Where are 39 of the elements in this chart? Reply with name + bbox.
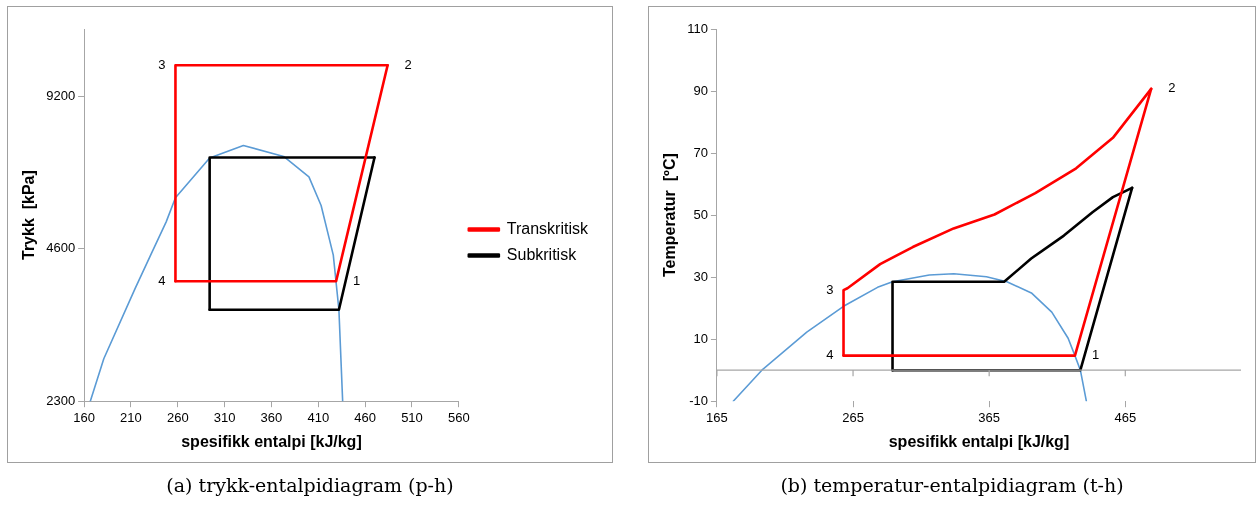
y-tick-label: 110 [687,20,708,36]
x-axis-title: spesifikk entalpi [kJ/kg] [181,432,362,450]
x-tick-label: 410 [307,409,330,425]
annotation: 1 [1091,347,1100,363]
legend-label: Subkritisk [506,245,578,263]
y-tick-label: 30 [693,268,708,284]
x-axis-title: spesifikk entalpi [kJ/kg] [888,432,1070,450]
y-tick-label: 50 [693,206,708,222]
x-tick-label: 265 [842,409,864,425]
y-tick-label: 10 [693,330,708,346]
y-tick-label: 9200 [46,87,76,103]
annotation: 4 [826,347,834,363]
annotation: 3 [826,281,834,297]
x-tick-label: 460 [354,409,376,425]
x-tick-label: 260 [166,409,189,425]
y-axis-title: Temperatur [ºC] [661,153,679,277]
y-axis-title: Trykk [kPa] [20,170,38,261]
y-tick-label: 90 [693,82,708,98]
y-tick-label: 4600 [46,240,76,256]
x-tick-label: 365 [978,409,1001,425]
annotation: 2 [1168,80,1176,96]
text: (a) trykk-entalpidiagram (p-h) [165,474,455,496]
x-tick-label: 360 [260,409,283,425]
x-tick-label: 560 [447,409,470,425]
x-tick-label: 165 [706,409,728,425]
annotation: 2 [404,56,412,72]
y-tick-label: 2300 [46,392,76,408]
y-tick-label: 70 [693,144,708,160]
x-tick-label: 510 [401,409,423,425]
annotation: 1 [353,272,361,288]
x-tick-label: 465 [1114,409,1137,425]
text: (b) temperatur-entalpidiagram (t-h) [779,474,1125,496]
annotation: 4 [158,272,166,288]
annotation: 3 [158,56,166,72]
y-tick-label: -10 [689,392,708,408]
legend-label: Transkritisk [506,219,589,237]
x-tick-label: 160 [73,409,95,425]
x-tick-label: 210 [120,409,142,425]
x-tick-label: 310 [213,409,236,425]
